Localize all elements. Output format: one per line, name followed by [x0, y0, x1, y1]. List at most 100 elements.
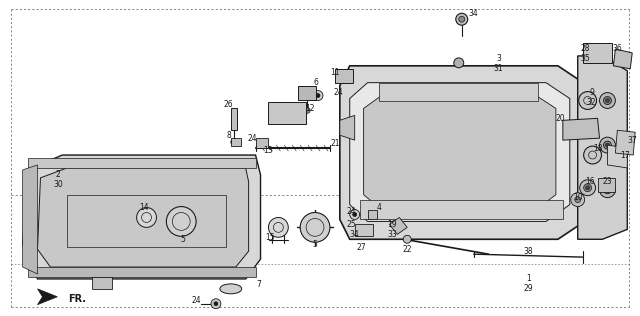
Text: 36: 36 [612, 45, 622, 53]
Text: 30: 30 [54, 180, 63, 189]
Circle shape [341, 121, 353, 133]
Text: 34: 34 [468, 9, 479, 18]
Text: 13: 13 [264, 146, 273, 155]
Circle shape [360, 226, 367, 234]
Text: 11: 11 [330, 68, 340, 77]
Circle shape [403, 235, 411, 243]
Circle shape [578, 126, 584, 132]
Circle shape [268, 217, 288, 237]
Text: 2: 2 [56, 170, 61, 179]
Polygon shape [380, 83, 538, 100]
Circle shape [456, 13, 468, 25]
Circle shape [214, 302, 218, 306]
Polygon shape [607, 145, 627, 168]
Polygon shape [255, 138, 268, 148]
Circle shape [136, 208, 156, 228]
Circle shape [600, 93, 616, 108]
Polygon shape [360, 200, 563, 219]
Text: 6: 6 [314, 78, 319, 87]
Circle shape [575, 197, 580, 203]
Text: 21: 21 [330, 139, 340, 148]
Polygon shape [340, 66, 588, 239]
Text: 8: 8 [227, 131, 231, 140]
Text: 24: 24 [248, 134, 257, 143]
Bar [335, 69, 353, 83]
Circle shape [304, 107, 310, 113]
Ellipse shape [220, 284, 242, 294]
Text: 27: 27 [357, 243, 367, 252]
Text: 20: 20 [555, 114, 564, 123]
Polygon shape [598, 178, 616, 192]
Bar [231, 138, 241, 146]
Circle shape [344, 124, 349, 130]
Circle shape [604, 97, 611, 105]
Circle shape [211, 299, 221, 309]
Polygon shape [340, 115, 355, 140]
Text: 31: 31 [493, 64, 503, 73]
Text: 22: 22 [403, 245, 412, 254]
Text: 37: 37 [627, 136, 637, 145]
Polygon shape [92, 277, 112, 289]
Circle shape [349, 210, 360, 219]
Text: 14: 14 [139, 203, 148, 212]
Text: FR.: FR. [68, 294, 86, 304]
Text: 19: 19 [388, 220, 397, 229]
Text: 33: 33 [387, 230, 397, 239]
Circle shape [600, 137, 616, 153]
Circle shape [593, 48, 602, 58]
Polygon shape [578, 56, 627, 239]
Circle shape [300, 213, 330, 242]
Circle shape [605, 143, 609, 147]
Polygon shape [389, 217, 407, 234]
Polygon shape [38, 289, 58, 305]
Polygon shape [22, 165, 38, 274]
Text: 4: 4 [377, 203, 382, 212]
Text: 12: 12 [305, 104, 315, 113]
Polygon shape [613, 49, 632, 69]
Text: 17: 17 [621, 150, 630, 160]
Circle shape [600, 182, 616, 198]
Text: 15: 15 [266, 233, 275, 242]
Text: 10: 10 [573, 193, 582, 202]
Circle shape [604, 141, 611, 149]
Text: 16: 16 [585, 177, 595, 186]
Circle shape [166, 207, 196, 236]
Text: 23: 23 [603, 177, 612, 186]
Polygon shape [349, 83, 570, 222]
Circle shape [353, 213, 356, 216]
Circle shape [316, 94, 320, 98]
Circle shape [605, 188, 609, 192]
Text: 24: 24 [191, 296, 201, 305]
Text: 7: 7 [256, 280, 261, 289]
Circle shape [604, 186, 611, 194]
Polygon shape [22, 155, 260, 279]
Polygon shape [28, 158, 255, 168]
Text: 26: 26 [224, 100, 234, 109]
Text: 9: 9 [589, 88, 594, 97]
Text: 1: 1 [526, 274, 531, 283]
Polygon shape [582, 43, 612, 63]
Circle shape [580, 180, 596, 196]
Polygon shape [563, 118, 600, 140]
Bar [268, 102, 306, 124]
Text: 35: 35 [580, 54, 591, 64]
Circle shape [586, 186, 589, 190]
Circle shape [584, 146, 602, 164]
Circle shape [584, 184, 591, 192]
Bar [231, 108, 237, 130]
Text: 24: 24 [347, 207, 356, 216]
Polygon shape [28, 267, 255, 277]
Text: 18: 18 [593, 143, 602, 153]
Circle shape [454, 58, 464, 68]
Circle shape [573, 122, 588, 136]
Circle shape [231, 139, 237, 145]
Circle shape [313, 91, 323, 100]
Circle shape [579, 92, 596, 109]
Text: 3: 3 [496, 54, 501, 64]
Text: 28: 28 [581, 45, 590, 53]
Circle shape [459, 16, 465, 22]
Text: 32: 32 [587, 98, 596, 107]
Circle shape [571, 193, 585, 207]
Text: 24: 24 [333, 88, 342, 97]
Text: 5: 5 [180, 235, 186, 244]
